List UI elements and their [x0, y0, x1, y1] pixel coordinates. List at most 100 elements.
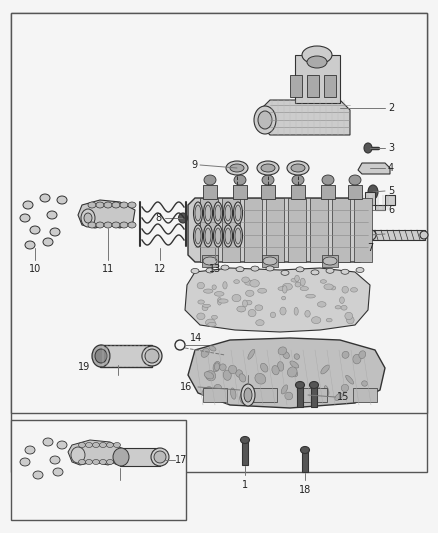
- Ellipse shape: [356, 268, 364, 272]
- Ellipse shape: [202, 305, 208, 311]
- Ellipse shape: [296, 267, 304, 272]
- Ellipse shape: [106, 459, 113, 464]
- Ellipse shape: [20, 458, 30, 466]
- Ellipse shape: [239, 374, 246, 382]
- Ellipse shape: [233, 202, 243, 224]
- Ellipse shape: [214, 363, 219, 371]
- Bar: [100, 345, 152, 367]
- Ellipse shape: [78, 459, 85, 464]
- Ellipse shape: [262, 175, 274, 185]
- Ellipse shape: [263, 257, 277, 265]
- Ellipse shape: [326, 268, 334, 273]
- Ellipse shape: [326, 318, 332, 322]
- Ellipse shape: [310, 382, 318, 389]
- Ellipse shape: [246, 290, 254, 296]
- Ellipse shape: [244, 388, 252, 402]
- Ellipse shape: [243, 300, 247, 307]
- Ellipse shape: [106, 442, 113, 448]
- Ellipse shape: [197, 282, 205, 289]
- Ellipse shape: [240, 392, 249, 404]
- Bar: [11, 13, 427, 413]
- Ellipse shape: [202, 304, 211, 308]
- Bar: [322, 255, 338, 267]
- Ellipse shape: [151, 448, 169, 466]
- Polygon shape: [358, 163, 390, 174]
- Polygon shape: [360, 192, 395, 210]
- Ellipse shape: [341, 384, 349, 392]
- Ellipse shape: [254, 106, 276, 134]
- Ellipse shape: [278, 287, 286, 290]
- Bar: [242, 440, 248, 465]
- Text: 11: 11: [102, 264, 114, 274]
- Text: 8: 8: [156, 213, 162, 223]
- Ellipse shape: [237, 306, 246, 312]
- Ellipse shape: [20, 214, 30, 222]
- Ellipse shape: [283, 283, 293, 290]
- Ellipse shape: [256, 320, 264, 326]
- Ellipse shape: [346, 375, 353, 384]
- Ellipse shape: [25, 446, 35, 454]
- Ellipse shape: [225, 205, 231, 221]
- Bar: [311, 385, 317, 407]
- Ellipse shape: [335, 393, 343, 400]
- Ellipse shape: [217, 297, 222, 305]
- Ellipse shape: [248, 310, 256, 317]
- Ellipse shape: [223, 225, 233, 247]
- Ellipse shape: [318, 302, 326, 307]
- Ellipse shape: [242, 277, 249, 282]
- Ellipse shape: [226, 161, 248, 175]
- Ellipse shape: [128, 202, 136, 208]
- Ellipse shape: [92, 459, 99, 464]
- Ellipse shape: [212, 285, 216, 289]
- Ellipse shape: [205, 205, 211, 221]
- Ellipse shape: [248, 349, 255, 359]
- Ellipse shape: [300, 278, 305, 286]
- Polygon shape: [188, 198, 368, 262]
- Ellipse shape: [195, 205, 201, 221]
- Ellipse shape: [81, 209, 95, 227]
- Text: 12: 12: [154, 264, 166, 274]
- Ellipse shape: [342, 286, 349, 293]
- Polygon shape: [188, 338, 385, 408]
- Bar: [354, 198, 372, 262]
- Ellipse shape: [92, 345, 110, 367]
- Ellipse shape: [300, 286, 308, 290]
- Polygon shape: [68, 440, 125, 465]
- Bar: [295, 55, 340, 103]
- Ellipse shape: [321, 388, 328, 395]
- Ellipse shape: [291, 278, 299, 282]
- Ellipse shape: [215, 228, 221, 244]
- Bar: [222, 198, 240, 262]
- Ellipse shape: [322, 175, 334, 185]
- Ellipse shape: [154, 451, 166, 463]
- Ellipse shape: [302, 394, 309, 401]
- Ellipse shape: [78, 442, 85, 448]
- Ellipse shape: [258, 288, 267, 293]
- Ellipse shape: [229, 365, 237, 374]
- Ellipse shape: [223, 370, 231, 381]
- Ellipse shape: [292, 175, 304, 185]
- Ellipse shape: [128, 222, 136, 228]
- Ellipse shape: [345, 312, 353, 320]
- Ellipse shape: [245, 280, 253, 285]
- Ellipse shape: [145, 349, 159, 363]
- Ellipse shape: [368, 185, 378, 199]
- Ellipse shape: [84, 213, 92, 223]
- Ellipse shape: [236, 370, 243, 377]
- Ellipse shape: [236, 266, 244, 272]
- Ellipse shape: [213, 202, 223, 224]
- Ellipse shape: [261, 364, 268, 372]
- Ellipse shape: [315, 386, 321, 393]
- Ellipse shape: [214, 292, 224, 296]
- Ellipse shape: [295, 275, 299, 281]
- Bar: [290, 75, 302, 97]
- Ellipse shape: [266, 266, 274, 271]
- Ellipse shape: [232, 294, 241, 302]
- Ellipse shape: [292, 372, 298, 377]
- Ellipse shape: [270, 312, 276, 318]
- Ellipse shape: [213, 225, 223, 247]
- Ellipse shape: [233, 225, 243, 247]
- Ellipse shape: [195, 228, 201, 244]
- Ellipse shape: [120, 222, 128, 228]
- Ellipse shape: [50, 228, 60, 236]
